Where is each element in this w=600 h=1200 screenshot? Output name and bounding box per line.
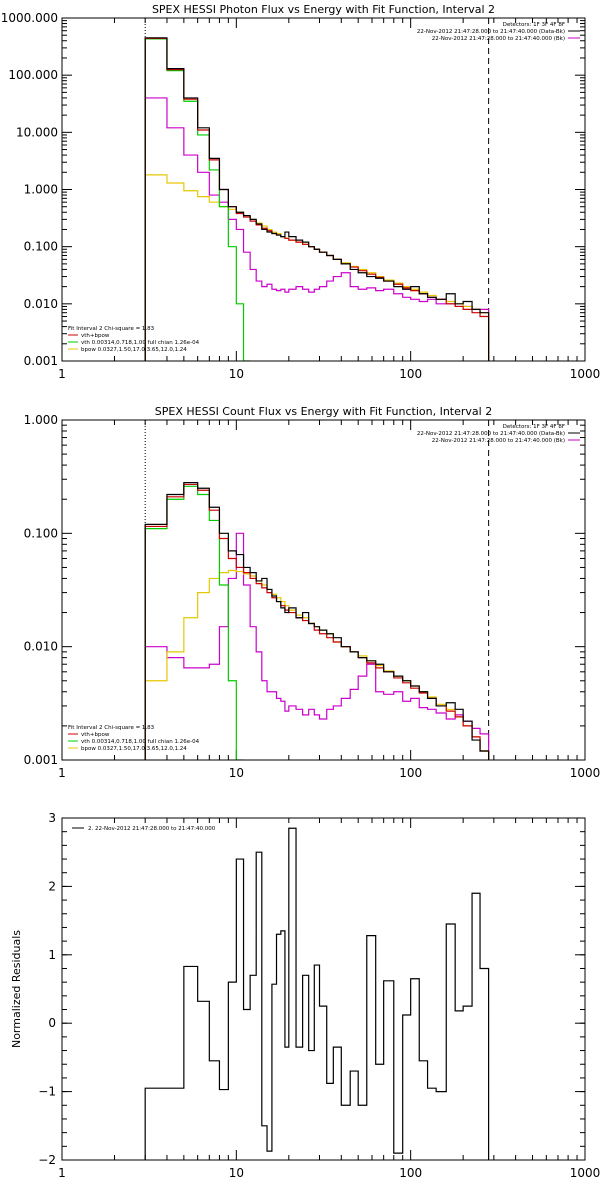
- series-data-bk: [144, 37, 490, 361]
- photon-flux-panel: SPEX HESSI Photon Flux vs Energy with Fi…: [1, 3, 600, 381]
- legend-bottom-entry: Fit Interval 2 Chi-square = 1.83: [68, 326, 155, 332]
- series-vth-bpow: [144, 37, 490, 361]
- y-tick-label: 1000.000: [1, 11, 58, 25]
- legend-entry: 2. 22-Nov-2012 21:47:28.000 to 21:47:40.…: [88, 826, 216, 832]
- plot-area: [144, 420, 490, 760]
- x-tick-label: 1000: [570, 766, 600, 780]
- y-tick-label: 0.001: [24, 354, 58, 368]
- y-tick-label: 0.100: [24, 240, 58, 254]
- series-bk: [144, 97, 490, 361]
- legend-top-entry: 22-Nov-2012 21:47:28.000 to 21:47:40.000…: [417, 29, 565, 35]
- x-tick-label: 10: [229, 1166, 244, 1180]
- y-tick-label: 1.000: [24, 413, 58, 427]
- y-tick-label: 0: [48, 1016, 56, 1030]
- x-tick-label: 1000: [570, 1166, 600, 1180]
- y-tick-label: 0.001: [24, 753, 58, 767]
- y-tick-label: −1: [38, 1085, 56, 1099]
- series-bpow: [144, 569, 490, 760]
- plot-frame: [61, 817, 586, 1161]
- plot-area: [144, 827, 490, 1160]
- legend-top-entry: 22-Nov-2012 21:47:28.000 to 21:47:40.000…: [432, 438, 565, 444]
- x-tick-label: 1: [58, 1166, 66, 1180]
- legend-top-entry: Detectors: 1F 3F 4F 8F: [503, 22, 565, 28]
- y-tick-label: 100.000: [8, 68, 58, 82]
- count-flux-panel: SPEX HESSI Count Flux vs Energy with Fit…: [24, 405, 600, 780]
- y-tick-label: 1: [48, 948, 56, 962]
- x-tick-label: 10: [229, 367, 244, 381]
- y-ticks: 0.001 0.010 0.100 1.000: [24, 413, 585, 767]
- residuals-panel: Normalized Residuals 1 10 100 1000 −2 −1 0 1 2 3 2.…: [10, 811, 600, 1180]
- y-tick-label: 10.000: [16, 125, 58, 139]
- y-ticks: 0.001 0.010 0.100 1.000 10.000 100.000 1000.00…: [1, 11, 585, 368]
- plot-frame: [61, 419, 586, 761]
- y-ticks: −2 −1 0 1 2 3: [38, 811, 585, 1167]
- x-tick-label: 100: [399, 766, 422, 780]
- x-tick-label: 1: [58, 367, 66, 381]
- legend-bottom-entry: vth 0.00314,0.718,1.00 full chian 1.26e-…: [81, 739, 200, 745]
- y-tick-label: 2: [48, 879, 56, 893]
- y-tick-label: 0.100: [24, 526, 58, 540]
- series-2-22-nov-2012-21-47-28-000-to-21-47-40-000: [144, 827, 490, 1160]
- y-tick-label: 1.000: [24, 183, 58, 197]
- y-tick-label: 0.010: [24, 297, 58, 311]
- x-ticks: 1 10 100 1000: [58, 420, 600, 780]
- chart-title: SPEX HESSI Count Flux vs Energy with Fit…: [155, 405, 492, 418]
- series-vth: [144, 485, 244, 760]
- plot-area: [144, 18, 490, 361]
- legend-bottom-entry: vth+bpow: [81, 732, 110, 738]
- series-vth-bpow: [144, 483, 490, 760]
- series-bpow: [144, 174, 490, 361]
- series-vth: [144, 38, 251, 361]
- legend-top-entry: 22-Nov-2012 21:47:28.000 to 21:47:40.000…: [432, 36, 565, 42]
- x-tick-label: 100: [399, 367, 422, 381]
- legend-top-entry: 22-Nov-2012 21:47:28.000 to 21:47:40.000…: [417, 431, 565, 437]
- x-ticks: 1 10 100 1000: [58, 18, 600, 381]
- legend-bottom-entry: bpow 0.0327,1.50,17.0,3.65,12.0,1.24: [81, 746, 187, 752]
- legend-top-entry: Detectors: 1F 3F 4F 8F: [503, 424, 565, 430]
- legend-bottom-entry: bpow 0.0327,1.50,17.0,3.65,12.0,1.24: [81, 347, 187, 353]
- series-data-bk: [144, 482, 490, 760]
- series-bk: [144, 532, 490, 760]
- y-tick-label: 3: [48, 811, 56, 825]
- x-ticks: 1 10 100 1000: [58, 818, 600, 1180]
- plot-frame: [61, 17, 586, 362]
- y-tick-label: −2: [38, 1153, 56, 1167]
- legend-bottom-entry: Fit Interval 2 Chi-square = 1.83: [68, 725, 155, 731]
- legend-bottom-entry: vth+bpow: [81, 333, 110, 339]
- x-tick-label: 1000: [570, 367, 600, 381]
- x-tick-label: 1: [58, 766, 66, 780]
- chart-title: SPEX HESSI Photon Flux vs Energy with Fi…: [152, 3, 495, 16]
- y-tick-label: 0.010: [24, 640, 58, 654]
- legend-bottom-entry: vth 0.00314,0.718,1.00 full chian 1.26e-…: [81, 340, 200, 346]
- y-axis-label: Normalized Residuals: [10, 930, 23, 1048]
- x-tick-label: 100: [399, 1166, 422, 1180]
- x-tick-label: 10: [229, 766, 244, 780]
